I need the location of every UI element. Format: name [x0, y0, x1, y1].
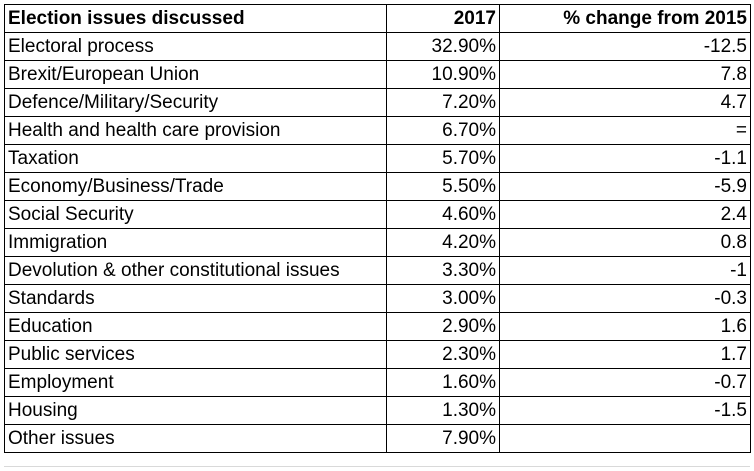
cell-issue: Economy/Business/Trade — [4, 172, 387, 201]
cell-2017-share: 7.20% — [386, 88, 500, 117]
table-row: Economy/Business/Trade 5.50% -5.9 — [4, 172, 751, 201]
cell-issue: Defence/Military/Security — [4, 88, 387, 117]
table-row: Brexit/European Union 10.90% 7.8 — [4, 60, 751, 89]
cell-2017-share: 7.90% — [386, 424, 500, 453]
cell-change-from-2015: -1.1 — [499, 144, 751, 173]
cell-2017-share: 2.90% — [386, 312, 500, 341]
table-row: Electoral process 32.90% -12.5 — [4, 32, 751, 61]
cell-issue: Standards — [4, 284, 387, 313]
election-issues-table: Election issues discussed 2017 % change … — [4, 4, 751, 453]
cell-2017-share: 4.60% — [386, 200, 500, 229]
cell-change-from-2015: 0.8 — [499, 228, 751, 257]
table-body: Election issues discussed 2017 % change … — [4, 4, 751, 453]
cell-change-from-2015: 1.7 — [499, 340, 751, 369]
header-change: % change from 2015 — [499, 4, 751, 33]
cell-issue: Immigration — [4, 228, 387, 257]
issues-table-container: Election issues discussed 2017 % change … — [4, 4, 751, 453]
cell-change-from-2015: 2.4 — [499, 200, 751, 229]
cell-issue: Devolution & other constitutional issues — [4, 256, 387, 285]
cell-issue: Other issues — [4, 424, 387, 453]
cell-issue: Taxation — [4, 144, 387, 173]
cell-change-from-2015: -5.9 — [499, 172, 751, 201]
cell-2017-share: 32.90% — [386, 32, 500, 61]
cell-change-from-2015: 7.8 — [499, 60, 751, 89]
cell-2017-share: 6.70% — [386, 116, 500, 145]
cell-2017-share: 3.30% — [386, 256, 500, 285]
table-row: Defence/Military/Security 7.20% 4.7 — [4, 88, 751, 117]
cell-2017-share: 5.50% — [386, 172, 500, 201]
cell-2017-share: 4.20% — [386, 228, 500, 257]
cell-change-from-2015: -12.5 — [499, 32, 751, 61]
cell-issue: Education — [4, 312, 387, 341]
cell-issue: Social Security — [4, 200, 387, 229]
cell-issue: Housing — [4, 396, 387, 425]
table-row: Taxation 5.70% -1.1 — [4, 144, 751, 173]
cell-issue: Public services — [4, 340, 387, 369]
cell-change-from-2015: 4.7 — [499, 88, 751, 117]
table-row: Housing 1.30% -1.5 — [4, 396, 751, 425]
cell-change-from-2015: = — [499, 116, 751, 145]
cell-issue: Employment — [4, 368, 387, 397]
table-row: Health and health care provision 6.70% = — [4, 116, 751, 145]
table-row: Public services 2.30% 1.7 — [4, 340, 751, 369]
table-row: Immigration 4.20% 0.8 — [4, 228, 751, 257]
cell-change-from-2015 — [499, 424, 751, 453]
cell-change-from-2015: 1.6 — [499, 312, 751, 341]
cell-2017-share: 1.30% — [386, 396, 500, 425]
cell-2017-share: 2.30% — [386, 340, 500, 369]
cell-2017-share: 1.60% — [386, 368, 500, 397]
spreadsheet-gridline — [4, 466, 750, 467]
table-row: Other issues 7.90% — [4, 424, 751, 453]
cell-2017-share: 5.70% — [386, 144, 500, 173]
table-row: Education 2.90% 1.6 — [4, 312, 751, 341]
cell-2017-share: 10.90% — [386, 60, 500, 89]
header-2017: 2017 — [386, 4, 500, 33]
table-header-row: Election issues discussed 2017 % change … — [4, 4, 751, 33]
cell-issue: Brexit/European Union — [4, 60, 387, 89]
cell-change-from-2015: -0.3 — [499, 284, 751, 313]
cell-issue: Health and health care provision — [4, 116, 387, 145]
cell-change-from-2015: -0.7 — [499, 368, 751, 397]
cell-change-from-2015: -1 — [499, 256, 751, 285]
table-row: Employment 1.60% -0.7 — [4, 368, 751, 397]
cell-change-from-2015: -1.5 — [499, 396, 751, 425]
table-row: Standards 3.00% -0.3 — [4, 284, 751, 313]
header-issue: Election issues discussed — [4, 4, 387, 33]
cell-issue: Electoral process — [4, 32, 387, 61]
table-row: Devolution & other constitutional issues… — [4, 256, 751, 285]
cell-2017-share: 3.00% — [386, 284, 500, 313]
table-row: Social Security 4.60% 2.4 — [4, 200, 751, 229]
